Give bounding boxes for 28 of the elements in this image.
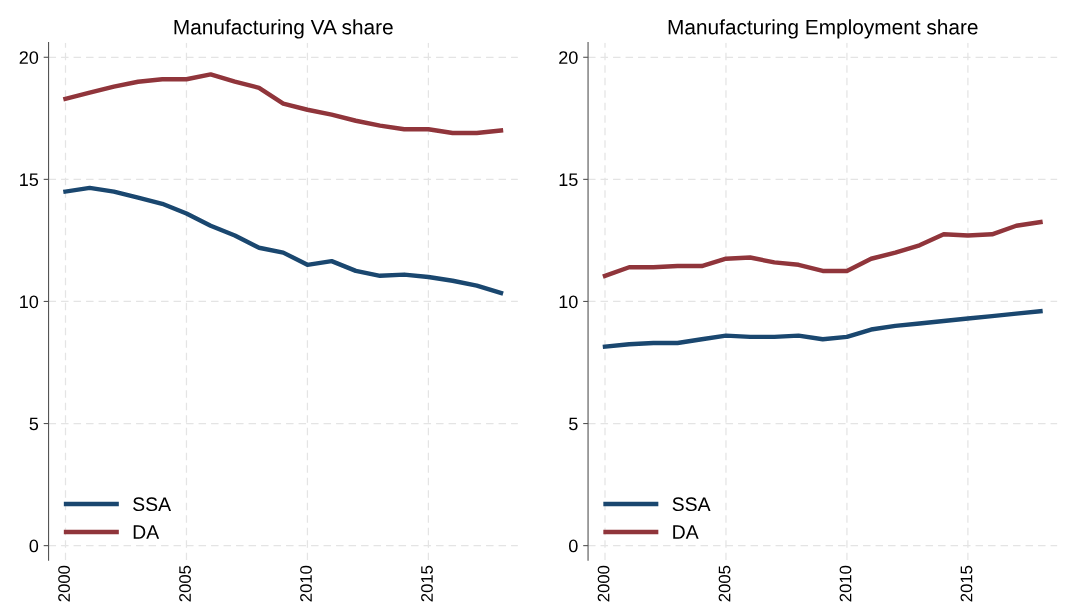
chart-title: Manufacturing VA share xyxy=(174,19,393,39)
y-tick-label: 0 xyxy=(569,539,578,553)
y-tick-label: 15 xyxy=(559,173,578,187)
y-tick-label: 0 xyxy=(29,539,39,553)
y-tick-label: 5 xyxy=(29,417,39,431)
y-tick-label: 20 xyxy=(559,51,578,64)
legend-label: DA xyxy=(133,525,160,539)
x-tick-label: 2005 xyxy=(179,565,191,602)
y-tick-label: 15 xyxy=(20,173,39,187)
x-tick-label: 2000 xyxy=(58,565,70,602)
x-tick-label: 2015 xyxy=(960,565,973,602)
x-tick-label: 2005 xyxy=(718,565,731,602)
x-tick-label: 2010 xyxy=(300,565,312,602)
y-tick-label: 20 xyxy=(19,51,39,64)
x-tick-label: 2015 xyxy=(421,565,433,602)
line-series xyxy=(63,185,504,296)
y-tick-label: 10 xyxy=(559,295,578,309)
x-tick-label: 2010 xyxy=(839,565,852,602)
line-series xyxy=(602,219,1043,279)
y-tick-label: 10 xyxy=(20,295,39,309)
line-series xyxy=(63,72,504,136)
y-tick-label: 5 xyxy=(569,417,578,431)
line-series xyxy=(602,309,1043,349)
chart-title: Manufacturing Employment share xyxy=(668,19,978,39)
legend-label: DA xyxy=(673,525,699,539)
legend-label: SSA xyxy=(672,497,711,512)
legend-label: SSA xyxy=(133,497,172,512)
x-tick-label: 2000 xyxy=(597,565,610,602)
